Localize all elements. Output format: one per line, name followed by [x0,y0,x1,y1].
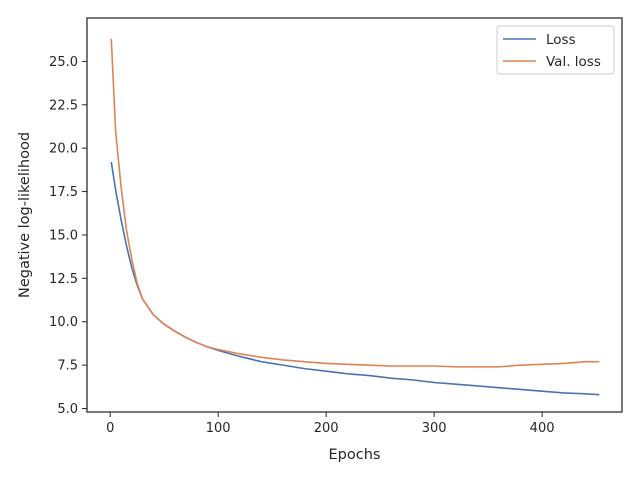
x-tick-label: 200 [314,421,339,436]
y-axis: 5.0 7.5 10.0 12.5 15.0 17.5 20.0 22.5 25.0 [49,55,87,417]
series-line-val-loss [110,38,600,368]
y-tick-label: 12.5 [49,272,78,287]
legend-label-loss: Loss [546,32,576,48]
x-axis-label: Epochs [329,447,381,463]
x-tick-label: 400 [530,421,555,436]
y-tick-label: 10.0 [49,315,78,330]
y-tick-label: 7.5 [57,359,78,374]
plot-frame [86,17,623,413]
series-layer [110,38,600,396]
y-tick-label: 15.0 [49,228,78,243]
y-tick-label: 20.0 [49,142,78,157]
legend-box [496,25,615,75]
y-axis-label: Negative log-likelihood [17,132,33,298]
legend-label-val-loss: Val. loss [546,54,601,70]
y-tick-label: 5.0 [57,402,78,417]
y-tick-label: 25.0 [49,55,78,70]
legend: Loss Val. loss [496,25,615,75]
x-axis: 0 100 200 300 400 [106,412,555,436]
y-tick-label: 17.5 [49,185,78,200]
x-tick-label: 100 [206,421,231,436]
x-tick-label: 300 [422,421,447,436]
y-tick-label: 22.5 [49,98,78,113]
x-tick-label: 0 [106,421,114,436]
